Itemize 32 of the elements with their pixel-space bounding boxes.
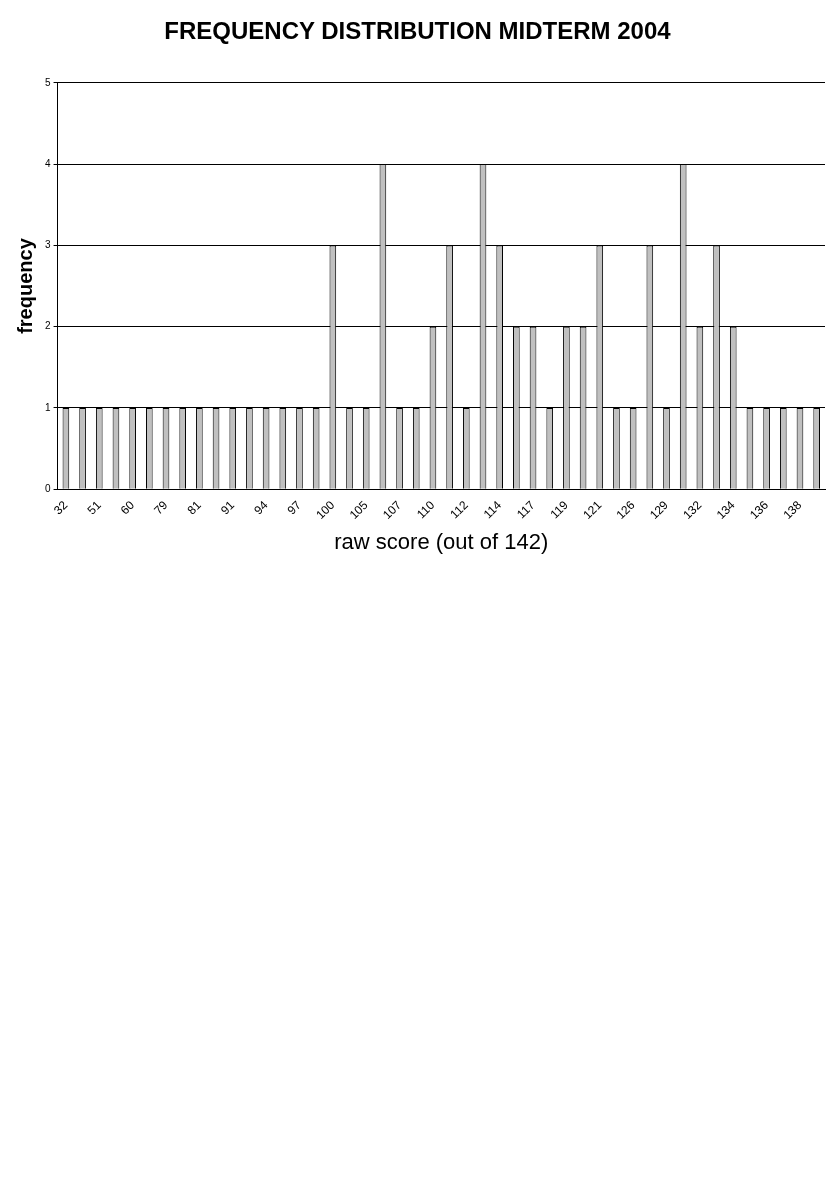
x-tick-label: 91 [217, 497, 238, 518]
x-tick-label: 81 [184, 497, 205, 518]
x-tick-label: 32 [51, 497, 71, 518]
x-axis-title: raw score (out of 142) [334, 528, 549, 554]
x-tick-label: 60 [117, 497, 138, 518]
y-tick-label: 5 [45, 76, 51, 88]
x-tick-label: 117 [514, 497, 538, 522]
x-tick-label: 126 [613, 497, 638, 522]
y-tick-label: 3 [45, 239, 51, 251]
x-tick-label: 134 [713, 497, 738, 522]
x-tick-label: 94 [251, 497, 271, 518]
x-tick-label: 129 [646, 497, 672, 522]
x-tick-label: 138 [780, 497, 805, 522]
x-tick-label: 110 [413, 497, 438, 522]
x-tick-label: 97 [284, 497, 305, 518]
x-tick-label: 51 [84, 497, 104, 518]
y-tick-label: 2 [45, 320, 51, 332]
x-tick-label: 107 [379, 497, 405, 522]
x-tick-label: 121 [580, 497, 605, 522]
x-tick-label: 114 [480, 497, 505, 522]
x-tick-label: 100 [313, 497, 338, 522]
x-tick-label: 79 [151, 497, 171, 518]
y-tick-label: 4 [45, 157, 51, 169]
y-axis-title: frequency [13, 237, 36, 334]
x-tick-label: 119 [547, 497, 572, 522]
chart-title: FREQUENCY DISTRIBUTION MIDTERM 2004 [164, 17, 672, 45]
y-tick-label: 0 [45, 483, 51, 495]
x-tick-label: 105 [346, 497, 371, 522]
x-tick-label: 136 [747, 497, 772, 522]
x-tick-label: 112 [447, 497, 471, 522]
x-tick-label: 132 [680, 497, 705, 522]
y-tick-label: 1 [45, 401, 51, 413]
